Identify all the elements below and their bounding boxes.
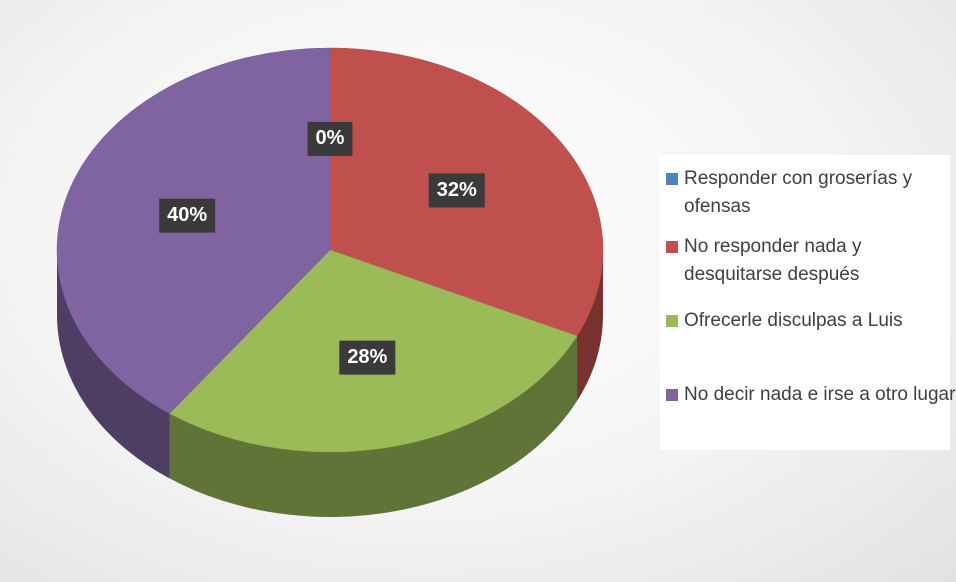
data-label: 40% [167, 204, 207, 226]
data-label-box [339, 340, 396, 375]
legend-label: Ofrecerle disculpas a Luis [684, 310, 903, 331]
data-label-box [159, 198, 216, 233]
data-label: 0% [316, 127, 345, 149]
legend-swatch [666, 389, 678, 401]
legend-item: No decir nada e irse a otro lugar [666, 381, 956, 409]
pie-sides [57, 250, 603, 517]
data-label-box [428, 173, 485, 208]
pie-side [57, 250, 170, 479]
legend-item: No responder nada y desquitarse después [666, 233, 956, 289]
legend-label: Responder con groserías y ofensas [684, 168, 913, 217]
pie-side [169, 336, 578, 517]
legend-item: Ofrecerle disculpas a Luis [666, 307, 956, 335]
data-label: 32% [437, 179, 477, 201]
legend-item: Responder con groserías y ofensas [666, 165, 956, 221]
pie-side [577, 250, 603, 402]
legend: Responder con groserías y ofensas No resp… [660, 155, 955, 450]
data-label-box [307, 121, 353, 156]
legend-label: No decir nada e irse a otro lugar [684, 384, 956, 405]
legend-swatch [666, 315, 678, 327]
legend-label: No responder nada y desquitarse después [684, 236, 862, 285]
legend-swatch [666, 241, 678, 253]
data-label: 28% [347, 346, 387, 368]
legend-swatch [666, 173, 678, 185]
